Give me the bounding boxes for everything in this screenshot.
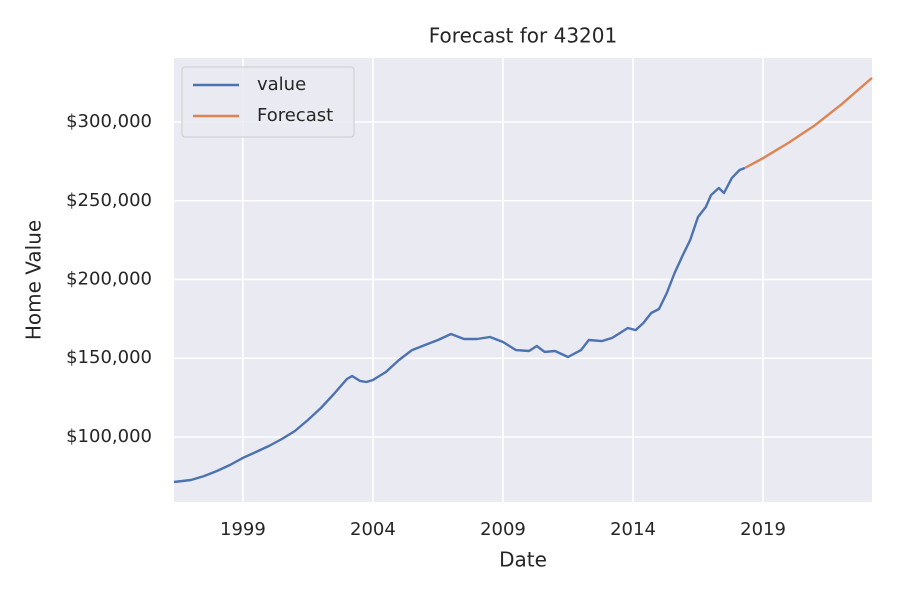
y-tick-label: $250,000 <box>66 190 152 211</box>
x-tick-label: 2014 <box>610 519 656 540</box>
chart-title: Forecast for 43201 <box>429 24 617 48</box>
legend-label: value <box>257 74 306 95</box>
series-line <box>744 76 873 170</box>
y-tick-label: $200,000 <box>66 268 152 289</box>
legend: value Forecast <box>181 66 355 138</box>
legend-label: Forecast <box>257 105 333 126</box>
x-tick-label: 1999 <box>220 519 266 540</box>
y-tick-label: $100,000 <box>66 426 152 447</box>
series-line <box>173 166 746 484</box>
y-axis-label: Home Value <box>22 220 46 340</box>
grid <box>174 58 872 502</box>
y-tick-label: $150,000 <box>66 347 152 368</box>
y-tick-label: $300,000 <box>66 111 152 132</box>
x-tick-label: 2004 <box>350 519 396 540</box>
x-tick-label: 2019 <box>740 519 786 540</box>
lines <box>173 76 873 484</box>
x-axis-label: Date <box>499 548 547 572</box>
x-tick-label: 2009 <box>480 519 526 540</box>
